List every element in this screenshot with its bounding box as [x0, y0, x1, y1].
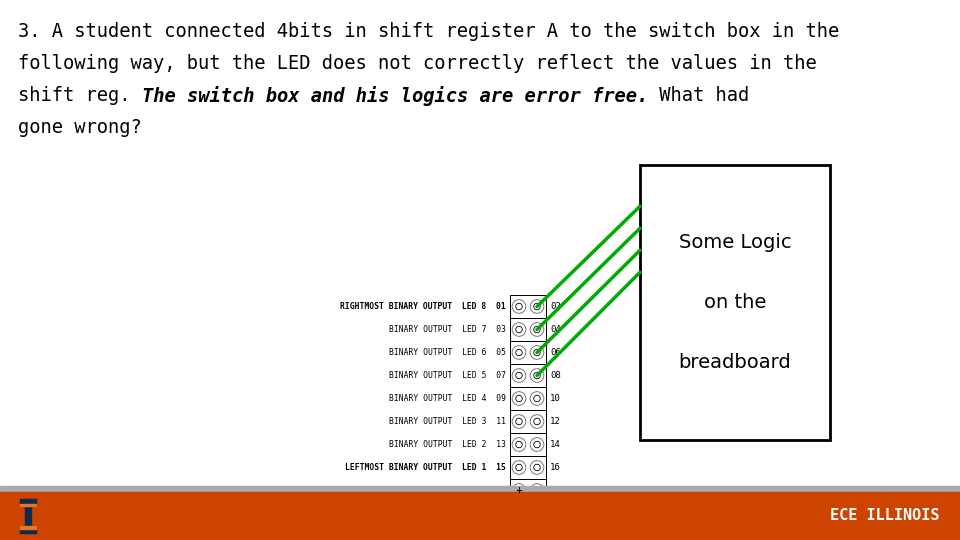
- Text: breadboard: breadboard: [679, 354, 791, 373]
- Bar: [0, 486, 960, 492]
- Bar: [510, 387, 546, 410]
- Bar: [510, 341, 546, 364]
- Bar: [510, 479, 546, 502]
- Text: Some Logic: Some Logic: [679, 233, 791, 252]
- Text: 06: 06: [550, 348, 561, 357]
- Bar: [20, 526, 36, 529]
- Bar: [0, 492, 960, 540]
- Bar: [20, 503, 36, 506]
- Text: 3. A student connected 4bits in shift register A to the switch box in the: 3. A student connected 4bits in shift re…: [18, 22, 839, 41]
- Bar: [510, 318, 546, 341]
- Text: BINARY OUTPUT  LED 4  09: BINARY OUTPUT LED 4 09: [389, 394, 506, 403]
- Bar: [510, 433, 546, 456]
- Bar: [510, 295, 546, 318]
- Text: 10: 10: [550, 394, 561, 403]
- Text: WHEN HIGH, IT BLANKS GREEN LEDs  17: WHEN HIGH, IT BLANKS GREEN LEDs 17: [335, 486, 506, 495]
- Text: 08: 08: [550, 371, 561, 380]
- Text: on the: on the: [704, 293, 766, 312]
- Text: BINARY OUTPUT  LED 6  05: BINARY OUTPUT LED 6 05: [389, 348, 506, 357]
- Text: BINARY OUTPUT  LED 3  11: BINARY OUTPUT LED 3 11: [389, 417, 506, 426]
- Bar: [510, 456, 546, 479]
- Text: 14: 14: [550, 440, 561, 449]
- Text: The switch box and his logics are error free.: The switch box and his logics are error …: [142, 86, 648, 106]
- Text: 18: 18: [550, 486, 561, 495]
- Text: 12: 12: [550, 417, 561, 426]
- Bar: [25, 506, 31, 526]
- Text: BINARY OUTPUT  LED 7  03: BINARY OUTPUT LED 7 03: [389, 325, 506, 334]
- Text: shift reg.: shift reg.: [18, 86, 142, 105]
- Text: following way, but the LED does not correctly reflect the values in the: following way, but the LED does not corr…: [18, 54, 817, 73]
- Bar: [20, 499, 36, 506]
- Text: RIGHTMOST BINARY OUTPUT  LED 8  01: RIGHTMOST BINARY OUTPUT LED 8 01: [340, 302, 506, 311]
- Text: 04: 04: [550, 325, 561, 334]
- Text: BINARY OUTPUT  LED 5  07: BINARY OUTPUT LED 5 07: [389, 371, 506, 380]
- Text: +: +: [516, 486, 522, 495]
- Bar: [510, 364, 546, 387]
- Text: BINARY OUTPUT  LED 2  13: BINARY OUTPUT LED 2 13: [389, 440, 506, 449]
- Bar: [640, 165, 830, 440]
- Text: ECE ILLINOIS: ECE ILLINOIS: [830, 509, 940, 523]
- Text: 16: 16: [550, 463, 561, 472]
- Text: What had: What had: [648, 86, 749, 105]
- Bar: [510, 410, 546, 433]
- Text: LEFTMOST BINARY OUTPUT  LED 1  15: LEFTMOST BINARY OUTPUT LED 1 15: [346, 463, 506, 472]
- Bar: [20, 526, 36, 533]
- Text: gone wrong?: gone wrong?: [18, 118, 142, 137]
- Text: 02: 02: [550, 302, 561, 311]
